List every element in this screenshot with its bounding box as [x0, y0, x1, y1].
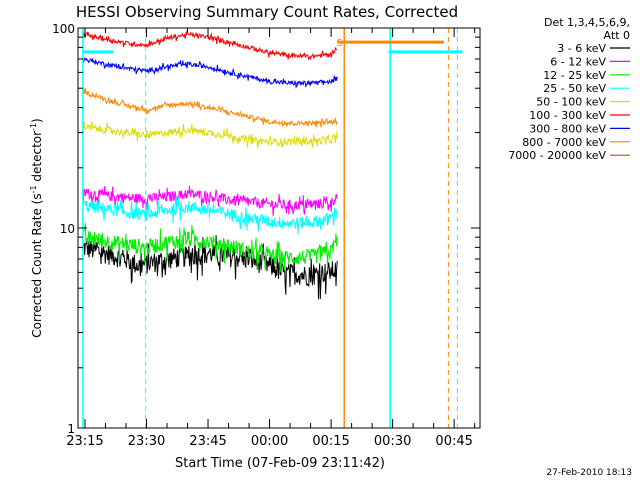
y-axis-label: Corrected Count Rate (s-1 detector-1): [29, 118, 44, 337]
legend-entry-label-3: 25 - 50 keV: [543, 82, 606, 95]
series-trace-3: [82, 196, 338, 235]
series-trace-2: [82, 222, 338, 273]
plot-area: S 1 10 100 23:15 23:30 23:45 00:00 00:15 00:30 00:…: [52, 22, 481, 449]
series-trace-0: [82, 235, 338, 300]
x-tick-label-4: 00:15: [312, 434, 349, 449]
series-trace-6: [82, 55, 338, 89]
y-axis-label-exp2: -1: [29, 123, 38, 131]
legend-entry-label-7: 800 - 7000 keV: [522, 136, 606, 149]
x-tick-label-1: 23:30: [128, 434, 165, 449]
chart-title: HESSI Observing Summary Count Rates, Cor…: [76, 3, 458, 21]
legend-entry-label-4: 50 - 100 keV: [536, 96, 606, 109]
legend-header-line1: Det 1,3,4,5,6,9,: [544, 16, 630, 29]
legend-header-line2: Att 0: [604, 29, 630, 42]
plot-frame: [77, 27, 481, 429]
series-trace-4: [82, 121, 338, 149]
y-axis-label-exp1: -1: [29, 185, 38, 193]
x-axis-label: Start Time (07-Feb-09 23:11:42): [175, 456, 385, 471]
y-axis-label-main: Corrected Count Rate (s: [30, 193, 44, 337]
y-tick-label-0: 1: [67, 422, 75, 436]
x-tick-label-5: 00:30: [374, 434, 411, 449]
legend-entry-label-0: 3 - 6 keV: [557, 42, 606, 55]
legend-entry-label-2: 12 - 25 keV: [543, 69, 606, 82]
legend-entry-label-6: 300 - 800 keV: [529, 122, 606, 135]
y-axis-label-end: ): [30, 118, 44, 123]
series-trace-1: [82, 185, 338, 217]
y-tick-label-2: 100: [52, 22, 75, 36]
x-tick-label-0: 23:15: [66, 434, 103, 449]
x-tick-label-3: 00:00: [251, 434, 288, 449]
series-trace-7: [82, 87, 338, 128]
legend-entry-label-8: 7000 - 20000 keV: [508, 149, 606, 162]
y-tick-label-1: 10: [60, 222, 75, 236]
footer-timestamp: 27-Feb-2010 18:13: [546, 468, 632, 478]
x-tick-label-6: 00:45: [435, 434, 472, 449]
legend-entry-label-1: 6 - 12 keV: [550, 55, 606, 68]
x-tick-label-2: 23:45: [189, 434, 226, 449]
y-axis-label-mid: detector: [30, 131, 44, 186]
flag-bar-label-0: S: [336, 38, 342, 49]
legend-entry-label-5: 100 - 300 keV: [529, 109, 606, 122]
series-trace-5: [82, 30, 338, 61]
